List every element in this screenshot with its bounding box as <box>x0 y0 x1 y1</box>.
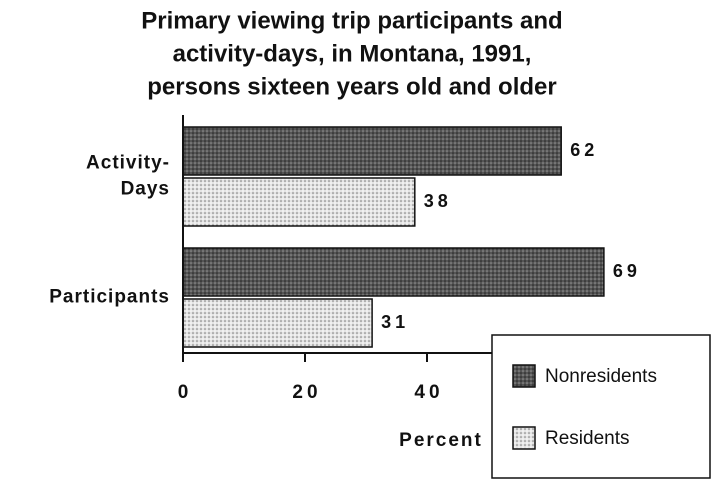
legend-label: Residents <box>545 428 630 449</box>
x-axis-label: Percent <box>399 430 483 451</box>
legend-label: Nonresidents <box>545 366 657 387</box>
chart-title: persons sixteen years old and older <box>147 73 556 100</box>
data-label: 62 <box>570 140 598 160</box>
chart-title: Primary viewing trip participants and <box>141 7 562 34</box>
legend-swatch <box>512 364 536 388</box>
data-label: 38 <box>424 191 452 211</box>
bar <box>182 298 373 348</box>
y-tick-label: Activity-Days <box>86 153 170 200</box>
y-tick-label: Participants <box>49 287 170 308</box>
legend-swatch <box>512 426 536 450</box>
data-label: 69 <box>613 261 641 281</box>
x-tick-label: 0 <box>178 382 193 403</box>
bar <box>182 247 605 297</box>
bar <box>182 126 562 176</box>
chart-title: activity-days, in Montana, 1991, <box>173 40 532 67</box>
data-label: 31 <box>381 312 409 332</box>
bar <box>182 177 416 227</box>
legend-box <box>491 334 711 479</box>
x-tick-label: 20 <box>292 382 321 403</box>
x-tick-label: 40 <box>414 382 443 403</box>
